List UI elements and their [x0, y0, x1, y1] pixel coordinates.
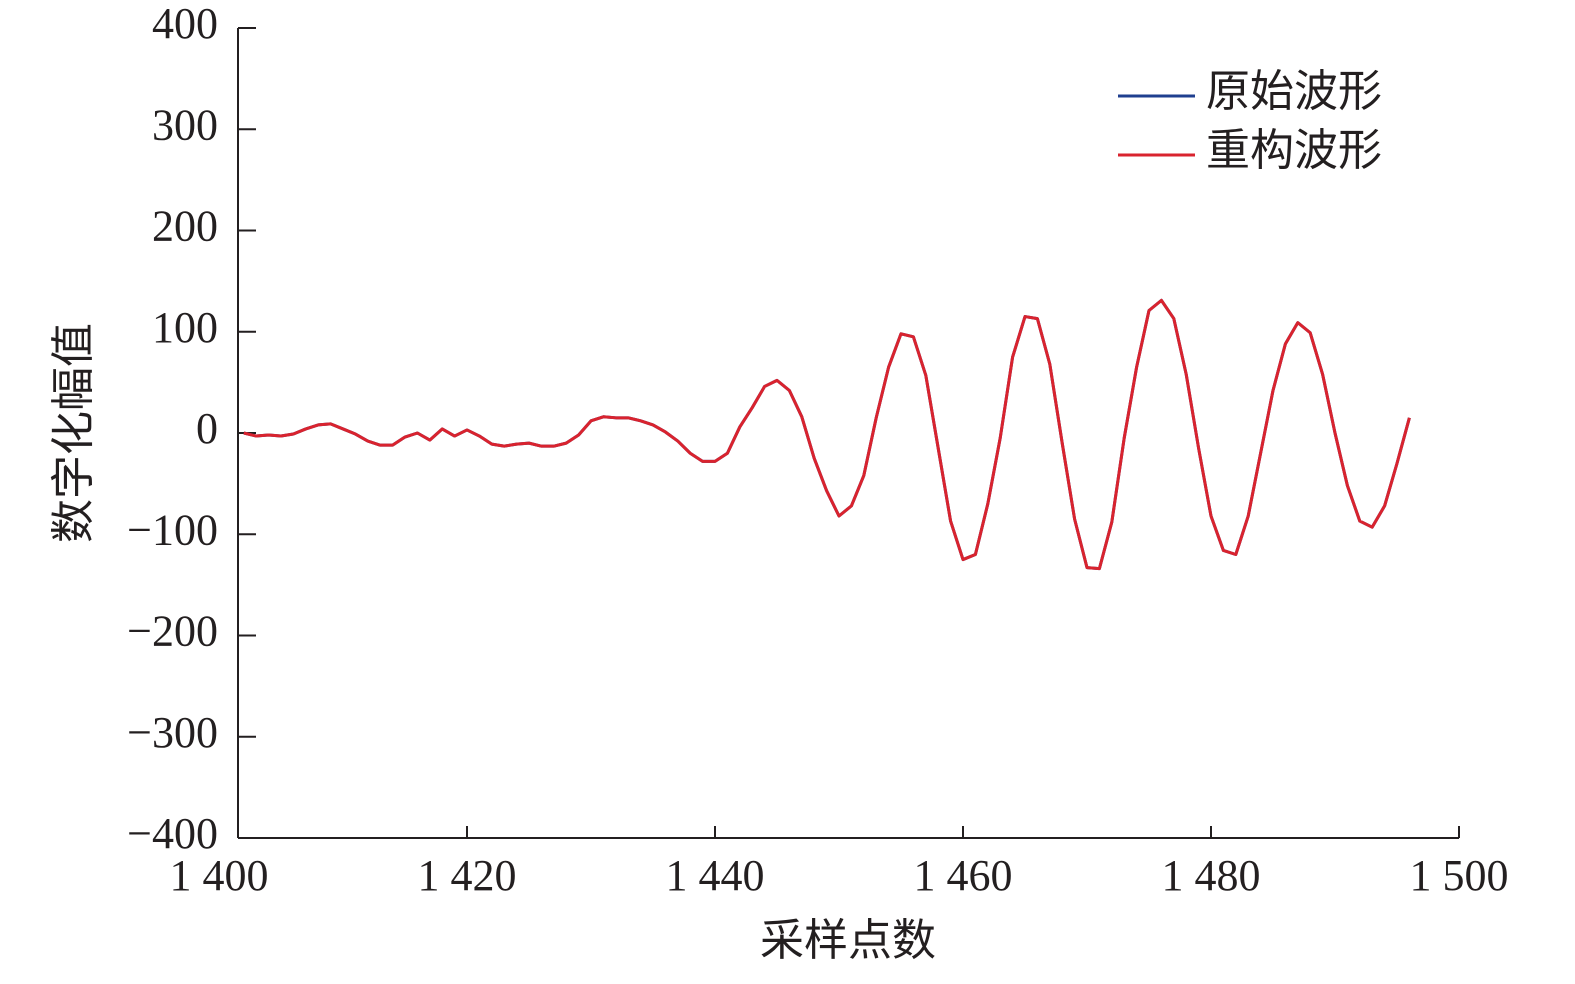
- x-tick-label: 1 480: [1162, 851, 1261, 900]
- y-tick-label: 300: [152, 100, 218, 149]
- x-tick-label: 1 400: [170, 851, 269, 900]
- legend-label: 原始波形: [1206, 67, 1382, 116]
- x-tick-label: 1 460: [914, 851, 1013, 900]
- y-tick-label: −100: [127, 505, 218, 554]
- x-tick-label: 1 420: [418, 851, 517, 900]
- y-tick-label: 400: [152, 0, 218, 48]
- x-tick-label: 1 500: [1410, 851, 1509, 900]
- y-tick-label: −400: [127, 809, 218, 858]
- legend-label: 重构波形: [1206, 126, 1382, 175]
- x-tick-label: 1 440: [666, 851, 765, 900]
- y-tick-label: 200: [152, 202, 218, 251]
- y-tick-label: 0: [196, 404, 218, 453]
- y-tick-label: −300: [127, 708, 218, 757]
- series-line: [243, 298, 1411, 571]
- x-axis-label: 采样点数: [760, 916, 936, 965]
- y-axis-label: 数字化幅值: [49, 323, 98, 543]
- y-tick-label: −200: [127, 607, 218, 656]
- y-tick-label: 100: [152, 303, 218, 352]
